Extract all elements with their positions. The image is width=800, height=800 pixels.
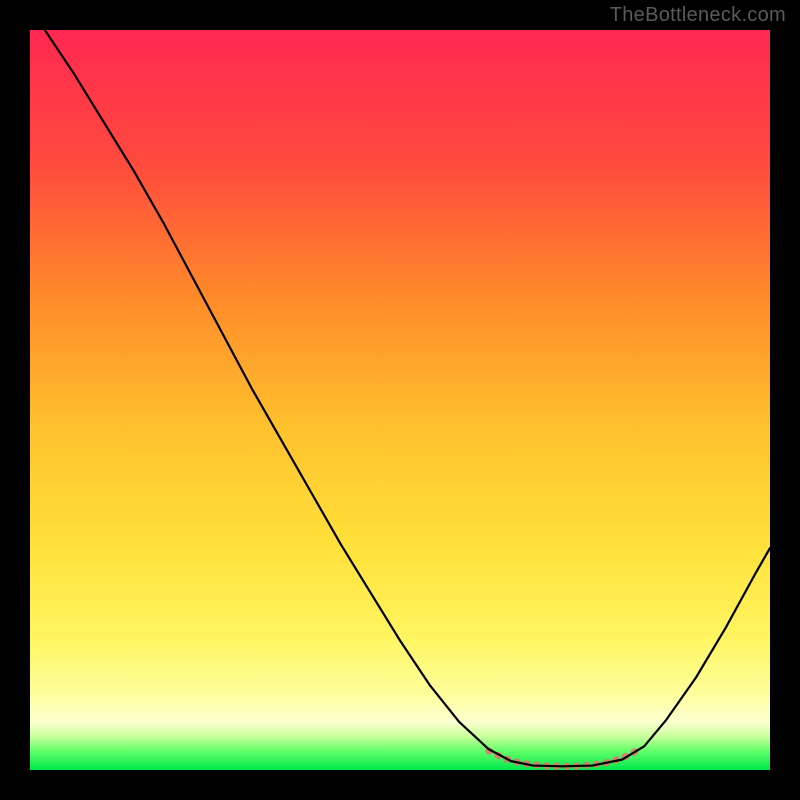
gradient-background [30,30,770,770]
chart-svg [30,30,770,770]
watermark-label: TheBottleneck.com [610,4,786,27]
bottleneck-chart [30,30,770,770]
